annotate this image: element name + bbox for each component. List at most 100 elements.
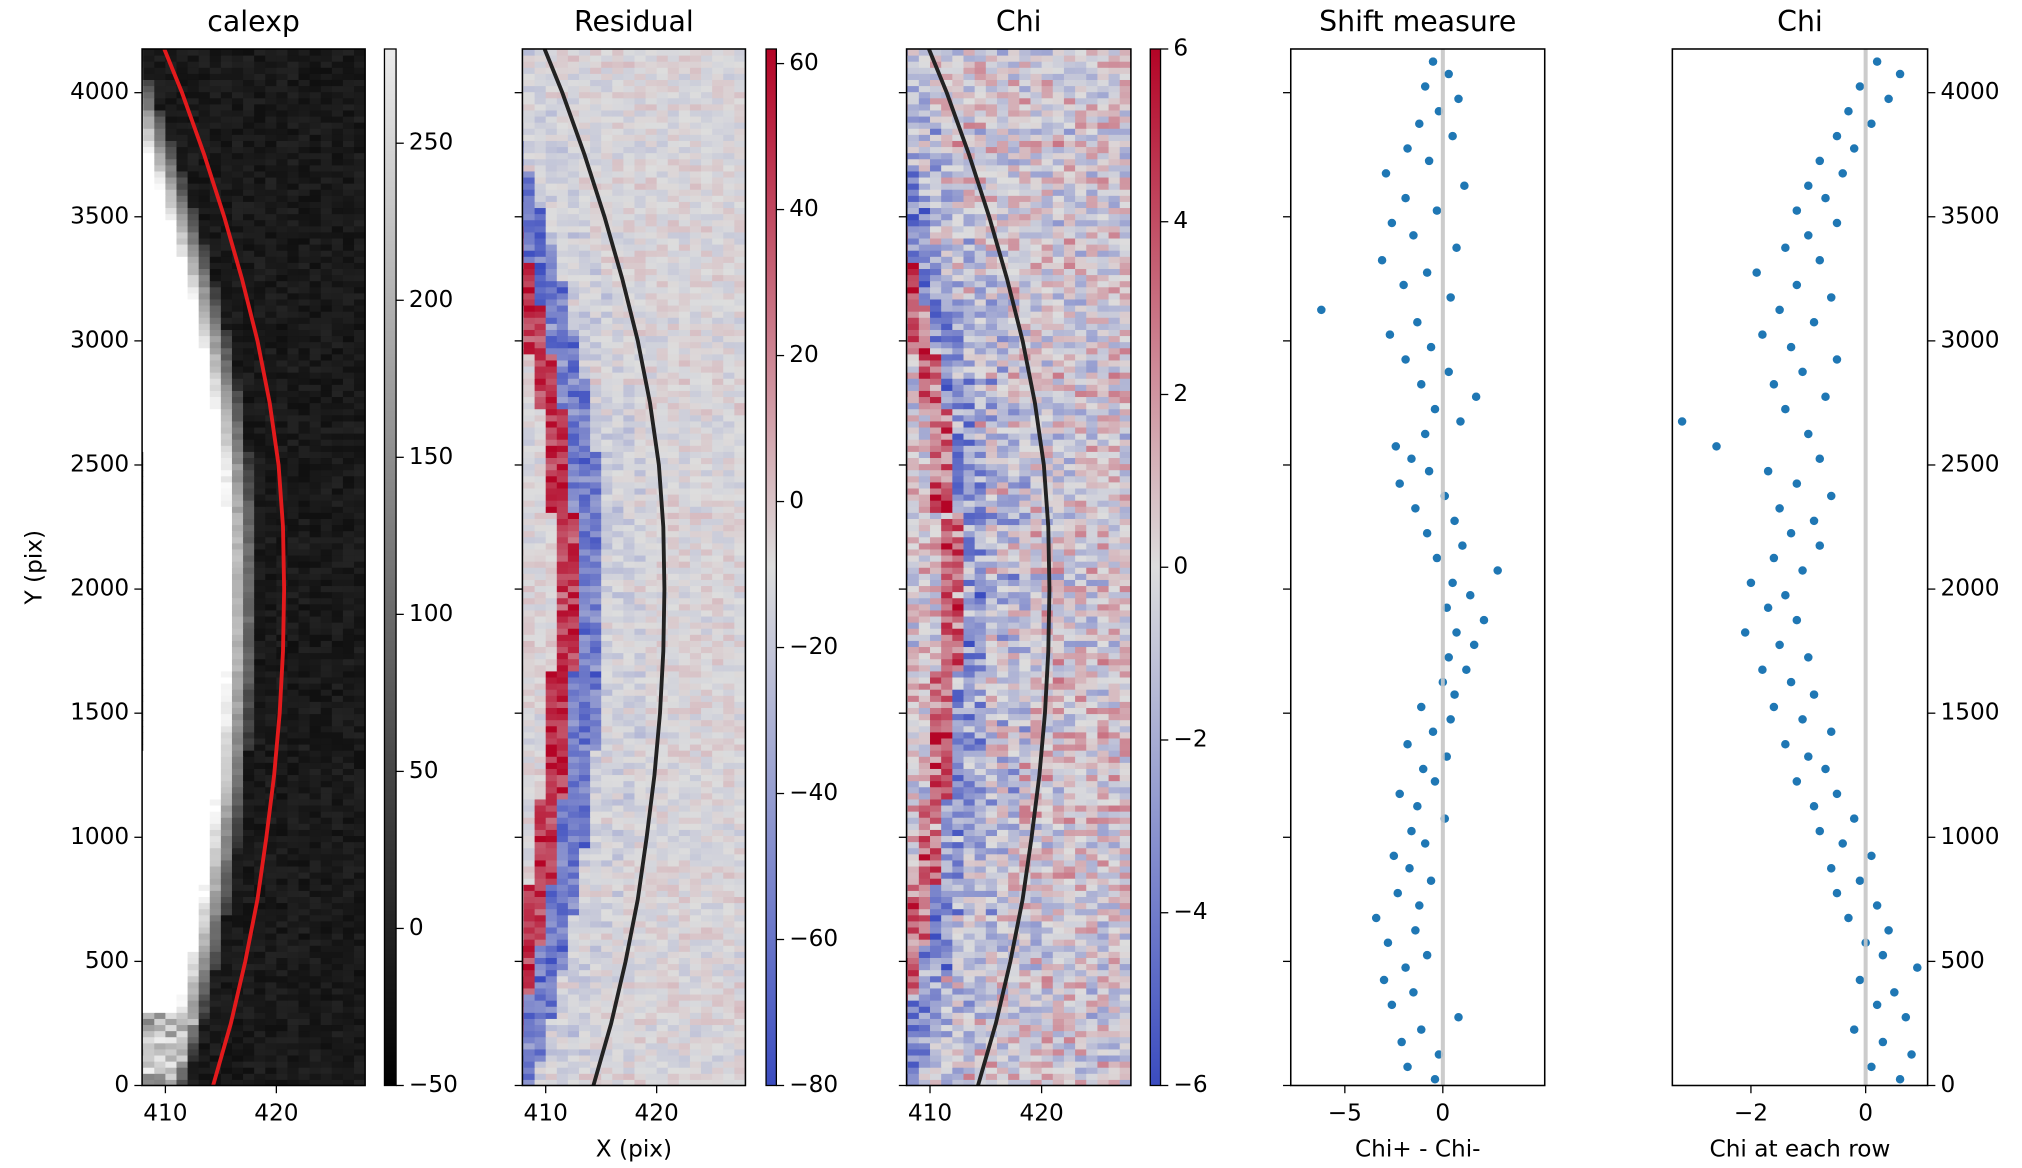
point	[1821, 764, 1830, 774]
colorbar-tick-label: −2	[1173, 725, 1207, 752]
point	[1444, 69, 1453, 79]
point	[1420, 839, 1430, 848]
point	[1804, 231, 1813, 240]
panel: Shift measure −5 0 Chi+ - Chi-	[1283, 5, 1546, 1162]
colorbar-tick-label: 60	[789, 49, 819, 76]
y-axis-label: Y (pix)	[21, 530, 48, 606]
colorbar-tick-label: −50	[409, 1071, 458, 1098]
point	[1493, 566, 1502, 575]
panel-title: calexp	[207, 5, 300, 38]
y-tick-label: 1500	[1941, 699, 2000, 726]
point	[1446, 293, 1455, 302]
x-tick-label: −2	[1734, 1099, 1768, 1126]
colorbar-tick-label: 20	[789, 341, 819, 368]
point	[1420, 82, 1430, 91]
axes-frame	[141, 48, 366, 1087]
point	[1422, 528, 1432, 538]
point	[1395, 479, 1404, 488]
point	[1401, 355, 1410, 364]
y-tick-label: 2000	[1941, 575, 2000, 602]
point	[1395, 789, 1404, 799]
point	[1454, 1012, 1463, 1022]
point	[1786, 677, 1796, 687]
point	[1454, 94, 1463, 104]
point	[1452, 628, 1461, 637]
point	[1385, 330, 1395, 339]
point	[1804, 181, 1813, 191]
point	[1872, 901, 1882, 910]
point	[1815, 826, 1825, 836]
point	[1424, 156, 1434, 166]
image-texture	[906, 48, 1131, 1086]
point	[1444, 653, 1453, 662]
point	[1458, 541, 1467, 550]
point	[1405, 864, 1414, 873]
y-tick-label: 500	[1941, 947, 1985, 974]
point	[1428, 57, 1438, 66]
point	[1781, 243, 1790, 253]
point	[1809, 318, 1819, 327]
point	[1855, 975, 1865, 985]
point	[1430, 777, 1440, 786]
point	[1460, 181, 1469, 191]
x-axis-label: Chi+ - Chi-	[1355, 1135, 1481, 1162]
y-tick-label: 500	[85, 947, 129, 974]
point	[1469, 640, 1479, 650]
point	[1763, 603, 1773, 612]
point	[1792, 615, 1802, 625]
point	[1452, 243, 1461, 253]
point	[1403, 1062, 1412, 1072]
point	[1884, 926, 1893, 935]
point	[1407, 454, 1416, 464]
point	[1815, 454, 1825, 464]
point	[1809, 690, 1819, 699]
colorbar-fill	[1149, 48, 1162, 1087]
point	[1763, 466, 1773, 476]
point	[1758, 330, 1767, 339]
panel: Chi −2 0 0 500 1000 1500 2000 2500 3000 3500 4000 Ch…	[1671, 5, 2000, 1162]
curve	[927, 48, 1052, 1086]
panel-title: Chi	[1777, 5, 1823, 38]
axes-frame	[1671, 48, 1929, 1087]
point	[1740, 628, 1750, 637]
y-tick-label: 4000	[1941, 78, 2000, 105]
point	[1417, 702, 1426, 712]
point	[1401, 193, 1410, 203]
point	[1769, 702, 1779, 712]
x-tick-label: 0	[1858, 1099, 1873, 1126]
point	[1411, 504, 1420, 513]
point	[1792, 280, 1802, 290]
point	[1446, 715, 1455, 724]
point	[1804, 653, 1813, 662]
point	[1878, 1037, 1888, 1047]
point	[1786, 528, 1796, 538]
point	[1895, 1075, 1905, 1084]
point	[1391, 442, 1401, 451]
point	[1872, 1000, 1882, 1010]
point	[1758, 665, 1767, 675]
point	[1448, 131, 1457, 141]
point	[1781, 591, 1790, 600]
colorbar-fill	[765, 48, 778, 1087]
colorbar-tick-label: 150	[409, 443, 453, 470]
point	[1415, 901, 1424, 910]
point	[1884, 94, 1893, 104]
point	[1849, 1025, 1859, 1034]
point	[1403, 144, 1412, 153]
plot-area	[1317, 48, 1502, 1086]
point	[1381, 169, 1391, 178]
colorbar-tick-label: 6	[1173, 34, 1188, 61]
x-axis-label: X (pix)	[596, 1135, 672, 1162]
point	[1838, 839, 1847, 848]
point	[1426, 342, 1436, 352]
point	[1387, 1000, 1397, 1010]
point	[1479, 615, 1489, 625]
point	[1418, 764, 1428, 774]
point	[1855, 876, 1865, 885]
colorbar-tick-label: −40	[789, 779, 838, 806]
point	[1832, 888, 1842, 898]
colorbar-fill	[383, 48, 397, 1087]
point	[1752, 268, 1761, 277]
point	[1798, 566, 1807, 575]
